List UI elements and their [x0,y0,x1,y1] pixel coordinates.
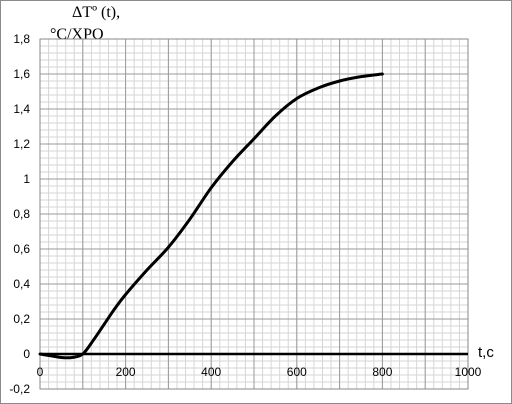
y-tick-label: 1,2 [13,137,30,151]
x-tick-label: 1000 [455,365,482,379]
y-tick-labels: 1,8 1,6 1,4 1,2 1 0,8 0,6 0,4 0,2 0 -0,2 [9,32,30,396]
y-tick-label: 0,4 [13,277,30,291]
y-tick-label: -0,2 [9,382,30,396]
y-tick-label: 0 [23,347,30,361]
series-line [38,72,384,360]
x-tick-label: 0 [37,365,44,379]
x-axis-label: t,c [478,344,494,361]
y-tick-label: 1,4 [13,102,30,116]
y-tick-label: 1 [23,172,30,186]
x-tick-label: 800 [372,365,392,379]
y-tick-label: 1,6 [13,67,30,81]
plot-border [39,38,469,390]
y-tick-label: 1,8 [13,32,30,46]
y-tick-label: 0,6 [13,242,30,256]
x-tick-label: 600 [287,365,307,379]
x-tick-labels: 0 200 400 600 800 1000 [37,365,482,379]
x-tick-label: 400 [201,365,221,379]
y-tick-label: 0,2 [13,312,30,326]
x-tick-label: 200 [116,365,136,379]
series-group [38,72,468,360]
grid [39,38,469,390]
y-axis-label-line1: ΔTº (t), [72,4,121,21]
y-tick-label: 0,8 [13,207,30,221]
